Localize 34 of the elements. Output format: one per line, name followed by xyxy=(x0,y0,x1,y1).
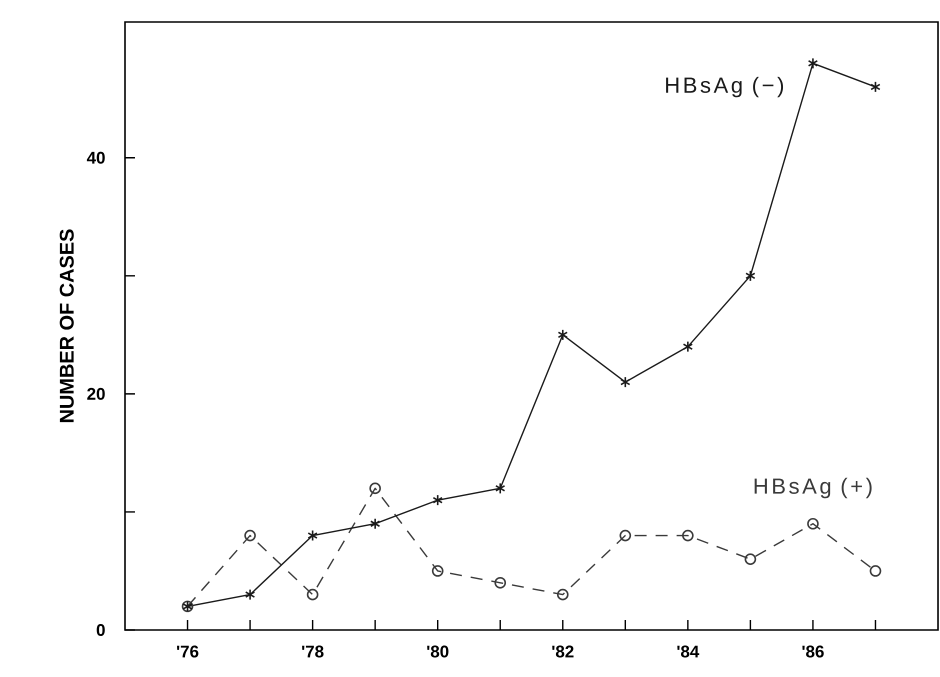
point xyxy=(558,329,568,341)
point xyxy=(432,494,443,506)
y-tick-label: 40 xyxy=(86,152,105,164)
x-tick-label: '80 xyxy=(427,646,448,658)
point xyxy=(682,530,694,542)
point xyxy=(432,565,444,577)
point xyxy=(306,588,318,600)
point xyxy=(369,482,381,494)
series-label: HBsAg (−) xyxy=(666,76,784,98)
point xyxy=(807,518,819,530)
y-tick-label: 0 xyxy=(96,624,105,636)
point xyxy=(556,588,569,600)
x-tick-label: '78 xyxy=(302,646,324,658)
y-tick-label: 20 xyxy=(87,388,105,400)
point xyxy=(244,588,256,600)
y-axis-title: NUMBER OF CASES xyxy=(60,229,74,422)
x-tick-label: '86 xyxy=(802,646,824,658)
point xyxy=(620,530,632,542)
point xyxy=(620,376,630,388)
point xyxy=(682,340,693,352)
point xyxy=(870,565,882,577)
point xyxy=(495,482,506,494)
point xyxy=(744,553,756,565)
point xyxy=(745,270,756,282)
series-label: HBsAg (+) xyxy=(754,478,872,498)
x-tick-label: '76 xyxy=(177,646,198,658)
point xyxy=(870,81,881,93)
point xyxy=(370,518,380,530)
point xyxy=(307,530,318,542)
x-tick-label: '84 xyxy=(677,646,700,658)
point xyxy=(494,576,506,589)
x-tick-label: '82 xyxy=(552,646,574,658)
point xyxy=(244,530,256,542)
point xyxy=(808,58,818,70)
